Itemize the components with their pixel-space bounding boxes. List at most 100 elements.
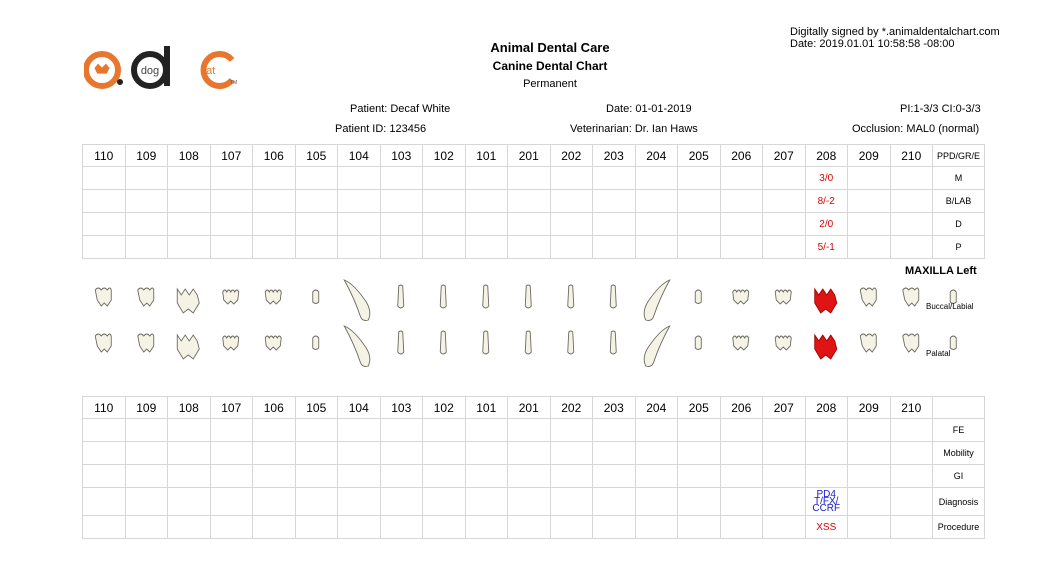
tooth-107-buccal[interactable] xyxy=(222,289,240,305)
cell-210[interactable] xyxy=(889,212,933,236)
cell-107[interactable] xyxy=(209,487,253,516)
tooth-203-palatal[interactable] xyxy=(609,330,617,355)
cell-206[interactable] xyxy=(719,515,763,539)
cell-209[interactable] xyxy=(847,487,891,516)
cell-203[interactable] xyxy=(592,212,636,236)
cell-210[interactable] xyxy=(889,487,933,516)
cell-209[interactable] xyxy=(847,515,891,539)
cell-104[interactable] xyxy=(337,487,381,516)
cell-109[interactable] xyxy=(124,487,168,516)
cell-102[interactable] xyxy=(422,441,466,465)
cell-109[interactable] xyxy=(124,235,168,259)
cell-210[interactable] xyxy=(889,441,933,465)
cell-104[interactable] xyxy=(337,515,381,539)
tooth-206-buccal[interactable] xyxy=(732,289,750,305)
cell-101[interactable] xyxy=(464,189,508,213)
cell-110[interactable] xyxy=(82,515,126,539)
cell-204[interactable] xyxy=(634,464,678,488)
tooth-102-palatal[interactable] xyxy=(439,330,447,355)
cell-203[interactable] xyxy=(592,418,636,442)
cell-210[interactable] xyxy=(889,235,933,259)
cell-110[interactable] xyxy=(82,441,126,465)
cell-208[interactable]: 8/-2 xyxy=(804,189,848,213)
cell-202[interactable] xyxy=(549,189,593,213)
cell-207[interactable] xyxy=(762,515,806,539)
tooth-107-palatal[interactable] xyxy=(222,335,240,351)
cell-205[interactable] xyxy=(677,235,721,259)
cell-205[interactable] xyxy=(677,189,721,213)
cell-202[interactable] xyxy=(549,166,593,190)
cell-201[interactable] xyxy=(507,212,551,236)
cell-208[interactable]: PD4 T/FX/ CCRF xyxy=(804,487,848,516)
cell-102[interactable] xyxy=(422,418,466,442)
cell-108[interactable] xyxy=(167,464,211,488)
tooth-207-palatal[interactable] xyxy=(774,335,792,351)
cell-204[interactable] xyxy=(634,515,678,539)
cell-106[interactable] xyxy=(252,464,296,488)
cell-206[interactable] xyxy=(719,166,763,190)
tooth-104-buccal[interactable] xyxy=(343,279,371,321)
tooth-109-buccal[interactable] xyxy=(137,287,155,307)
cell-108[interactable] xyxy=(167,235,211,259)
cell-107[interactable] xyxy=(209,441,253,465)
tooth-101-palatal[interactable] xyxy=(482,330,490,355)
cell-105[interactable] xyxy=(294,189,338,213)
cell-105[interactable] xyxy=(294,166,338,190)
cell-108[interactable] xyxy=(167,441,211,465)
cell-203[interactable] xyxy=(592,515,636,539)
cell-208[interactable] xyxy=(804,464,848,488)
cell-207[interactable] xyxy=(762,464,806,488)
cell-205[interactable] xyxy=(677,166,721,190)
tooth-205-buccal[interactable] xyxy=(694,289,702,304)
cell-101[interactable] xyxy=(464,212,508,236)
tooth-203-buccal[interactable] xyxy=(609,284,617,309)
cell-208[interactable]: 5/-1 xyxy=(804,235,848,259)
cell-209[interactable] xyxy=(847,464,891,488)
cell-206[interactable] xyxy=(719,212,763,236)
cell-203[interactable] xyxy=(592,441,636,465)
cell-201[interactable] xyxy=(507,189,551,213)
cell-207[interactable] xyxy=(762,418,806,442)
cell-205[interactable] xyxy=(677,441,721,465)
tooth-210-buccal[interactable] xyxy=(902,287,920,307)
tooth-201-buccal[interactable] xyxy=(524,284,532,309)
tooth-110-buccal[interactable] xyxy=(94,287,112,307)
cell-107[interactable] xyxy=(209,515,253,539)
cell-102[interactable] xyxy=(422,189,466,213)
cell-201[interactable] xyxy=(507,418,551,442)
cell-210[interactable] xyxy=(889,515,933,539)
cell-103[interactable] xyxy=(379,166,423,190)
cell-203[interactable] xyxy=(592,166,636,190)
cell-108[interactable] xyxy=(167,487,211,516)
cell-203[interactable] xyxy=(592,189,636,213)
cell-204[interactable] xyxy=(634,212,678,236)
cell-202[interactable] xyxy=(549,515,593,539)
cell-206[interactable] xyxy=(719,441,763,465)
cell-102[interactable] xyxy=(422,212,466,236)
cell-202[interactable] xyxy=(549,441,593,465)
cell-207[interactable] xyxy=(762,487,806,516)
tooth-202-buccal[interactable] xyxy=(567,284,575,309)
cell-106[interactable] xyxy=(252,441,296,465)
cell-208[interactable] xyxy=(804,418,848,442)
tooth-102-buccal[interactable] xyxy=(439,284,447,309)
cell-110[interactable] xyxy=(82,235,126,259)
cell-107[interactable] xyxy=(209,464,253,488)
cell-206[interactable] xyxy=(719,464,763,488)
tooth-209-palatal[interactable] xyxy=(859,333,877,353)
cell-101[interactable] xyxy=(464,418,508,442)
cell-210[interactable] xyxy=(889,189,933,213)
cell-103[interactable] xyxy=(379,487,423,516)
tooth-108-palatal[interactable] xyxy=(176,333,200,360)
tooth-105-palatal[interactable] xyxy=(312,335,320,350)
cell-101[interactable] xyxy=(464,166,508,190)
cell-108[interactable] xyxy=(167,166,211,190)
tooth-204-palatal[interactable] xyxy=(643,325,671,367)
cell-108[interactable] xyxy=(167,515,211,539)
cell-109[interactable] xyxy=(124,515,168,539)
cell-104[interactable] xyxy=(337,212,381,236)
cell-209[interactable] xyxy=(847,189,891,213)
cell-206[interactable] xyxy=(719,235,763,259)
cell-204[interactable] xyxy=(634,418,678,442)
cell-102[interactable] xyxy=(422,166,466,190)
